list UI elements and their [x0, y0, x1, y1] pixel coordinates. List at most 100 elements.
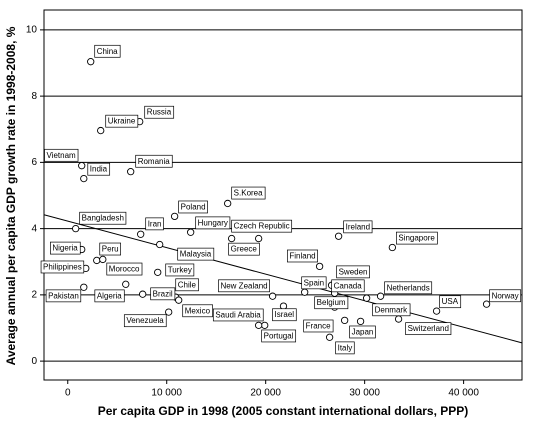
point-label-box: [384, 281, 433, 295]
x-tick-label: 20 000: [250, 388, 281, 399]
point-label-box: [314, 296, 349, 310]
point-label: Venezuela: [126, 316, 164, 325]
point-label-box: [331, 279, 365, 293]
y-tick-label: 8: [31, 91, 37, 102]
point-label: Switzerland: [408, 324, 449, 333]
point-label: Mexico: [185, 306, 211, 315]
point: [175, 296, 183, 304]
point-label: India: [90, 165, 108, 174]
point-label: Poland: [181, 202, 206, 211]
point-label: S.Korea: [234, 189, 263, 198]
point-label: Netherlands: [387, 283, 430, 292]
point-label: USA: [442, 297, 459, 306]
point: [279, 302, 288, 310]
point: [255, 321, 263, 329]
point-label-box: [489, 289, 522, 303]
point-label-box: [303, 319, 334, 333]
point-label-box: [396, 231, 438, 245]
point-label: Chile: [178, 280, 197, 289]
point: [80, 174, 88, 183]
point-label-box: [336, 265, 370, 279]
point-label: Bangladesh: [82, 214, 124, 223]
point-label: Canada: [334, 281, 363, 290]
point-label: Saudi Arabia: [215, 310, 261, 319]
point: [388, 243, 397, 252]
point-label-box: [175, 278, 199, 292]
y-axis-title: Average annual per capita GDP growth rat…: [4, 26, 18, 365]
point-label-box: [301, 276, 327, 290]
point-label: Norway: [492, 291, 519, 300]
point-label-box: [79, 211, 127, 225]
point-label: Sweden: [339, 267, 368, 276]
point-label: Ireland: [346, 222, 370, 231]
point-label: China: [97, 47, 118, 56]
point: [227, 234, 236, 243]
point-label-box: [50, 241, 81, 255]
y-tick-label: 2: [31, 290, 37, 301]
point-label-box: [343, 220, 373, 234]
point-label-box: [231, 219, 293, 233]
point: [78, 162, 86, 170]
x-axis-title: Per capita GDP in 1998 (2005 constant in…: [98, 404, 469, 418]
x-tick-label: 30 000: [349, 388, 380, 399]
point-label: Finland: [289, 251, 315, 260]
point-label-box: [145, 217, 164, 231]
point: [137, 230, 145, 238]
point-label: Singapore: [398, 234, 435, 243]
y-tick-label: 6: [31, 157, 37, 168]
point: [93, 256, 101, 265]
point: [356, 317, 365, 326]
point: [362, 294, 371, 302]
point-label-box: [177, 247, 215, 261]
point-label-box: [87, 162, 111, 176]
point-label-box: [165, 263, 195, 277]
point-label: Iran: [148, 219, 162, 228]
point-label-box: [372, 303, 411, 317]
point-label-box: [439, 295, 462, 309]
point: [482, 300, 491, 308]
point-label-box: [94, 44, 121, 58]
point-label: Turkey: [168, 265, 192, 274]
point-label: Vietnam: [47, 151, 77, 160]
point: [315, 262, 324, 271]
point: [325, 333, 334, 341]
point: [255, 234, 263, 243]
point-label: Algeria: [97, 291, 122, 300]
point-label: Czech Republic: [234, 222, 290, 231]
point-label-box: [105, 114, 139, 128]
point: [224, 199, 232, 208]
point-label: Denmark: [375, 305, 408, 314]
point: [376, 292, 385, 300]
point: [261, 321, 269, 329]
point-label-box: [44, 148, 79, 162]
point-label-box: [106, 262, 143, 276]
point-label-box: [144, 105, 175, 119]
point-label: Ukraine: [108, 117, 136, 126]
point: [268, 292, 277, 300]
point: [187, 228, 195, 236]
point-label-box: [218, 279, 270, 293]
point-label: Philippines: [43, 262, 82, 271]
point: [170, 212, 179, 221]
point-label-box: [94, 289, 125, 303]
point-label-box: [349, 325, 376, 339]
point-label: Greece: [231, 245, 258, 254]
point-label: Morocco: [109, 265, 140, 274]
x-tick-label: 40 000: [448, 388, 479, 399]
y-tick-label: 0: [31, 356, 37, 367]
point: [127, 167, 135, 176]
point: [97, 126, 105, 135]
point-label: Italy: [338, 343, 353, 352]
point: [80, 283, 88, 291]
point-label: New Zealand: [220, 281, 267, 290]
point-label: Japan: [352, 327, 374, 336]
point-label: Hungary: [198, 218, 228, 227]
point-label-box: [123, 314, 167, 328]
point-label: Belgium: [317, 298, 346, 307]
point-label-box: [261, 329, 297, 343]
y-tick-label: 10: [26, 25, 38, 36]
point-label: Pakistan: [48, 291, 79, 300]
point-label-box: [231, 186, 266, 200]
point: [394, 315, 403, 323]
point: [156, 240, 164, 249]
